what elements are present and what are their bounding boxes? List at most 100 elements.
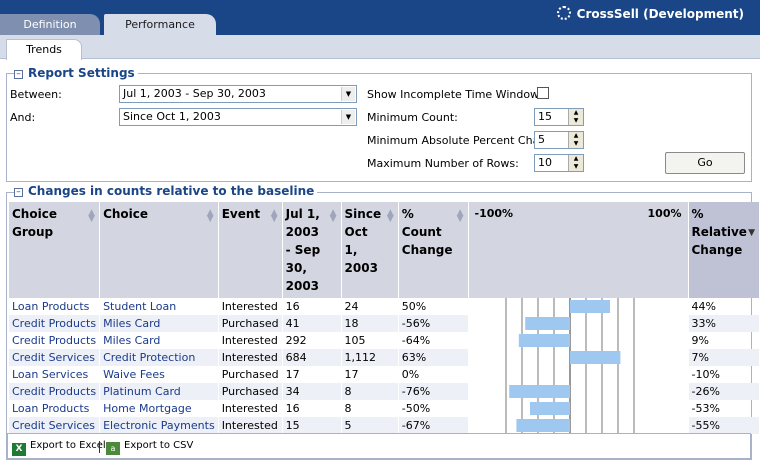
cell-period2: 24 <box>341 298 399 315</box>
cell-bar <box>468 298 689 434</box>
dropdown-arrow-icon[interactable]: ▼ <box>341 110 355 124</box>
col-choice-group[interactable]: Choice Group ▲ ▼ <box>9 202 101 298</box>
col-pct-count-label: % Count Change <box>401 207 453 257</box>
cell-choice-group[interactable]: Credit Services <box>9 417 101 434</box>
table-row: Loan Products Student Loan Interested 16 24 5… <box>9 298 760 434</box>
cell-period2: 18 <box>341 315 399 332</box>
collapse-icon[interactable]: – <box>14 70 23 79</box>
and-label: And: <box>10 111 36 124</box>
go-button[interactable]: Go <box>665 152 745 174</box>
cell-choice-group[interactable]: Credit Products <box>9 332 101 349</box>
cell-relative: -53% <box>688 400 760 417</box>
dropdown-arrow-icon[interactable]: ▼ <box>341 87 355 101</box>
export-csv-button[interactable]: a Export to CSV <box>106 440 193 455</box>
cell-relative: -26% <box>688 383 760 400</box>
sort-icon: ▲ ▼ <box>386 208 394 224</box>
cell-period1: 292 <box>282 332 342 349</box>
min-count-label: Minimum Count: <box>367 111 458 124</box>
cell-pct-count: -76% <box>398 383 469 400</box>
cell-event: Interested <box>218 332 283 349</box>
cell-choice-group[interactable]: Credit Products <box>9 383 101 400</box>
cell-choice[interactable]: Home Mortgage <box>99 400 219 417</box>
table-row: Loan Products Home Mortgage Interested 16 8-… <box>9 400 760 417</box>
cell-choice-group[interactable]: Loan Products <box>9 298 101 315</box>
col-event[interactable]: Event ▲ ▼ <box>218 202 283 298</box>
cell-event: Interested <box>218 417 283 434</box>
col-relative-label: % Relative Change <box>691 207 747 257</box>
cell-choice[interactable]: Credit Protection <box>99 349 219 366</box>
col-choice[interactable]: Choice ▲ ▼ <box>99 202 219 298</box>
min-count-input[interactable]: 15 ▲ ▼ <box>534 108 584 126</box>
cell-pct-count: -56% <box>398 315 469 332</box>
cell-period1: 684 <box>282 349 342 366</box>
col-choice-label: Choice <box>103 207 149 221</box>
sort-icon: ▲ ▼ <box>456 208 464 224</box>
cell-event: Interested <box>218 400 283 417</box>
report-settings-title: Report Settings <box>28 66 135 80</box>
pct-change-bar <box>569 351 620 364</box>
col-choice-group-label: Choice Group <box>12 207 57 239</box>
max-rows-value: 10 <box>538 156 552 169</box>
cell-choice[interactable]: Waive Fees <box>99 366 219 383</box>
table-row: Loan Services Waive Fees Purchased 17 17 0% -1… <box>9 366 760 383</box>
cell-choice[interactable]: Electronic Payments <box>99 417 219 434</box>
tab-trends[interactable]: Trends <box>6 39 82 60</box>
app-title: CrossSell (Development) <box>556 6 744 21</box>
cell-relative: 9% <box>688 332 760 349</box>
between-select[interactable]: Jul 1, 2003 - Sep 30, 2003 ▼ <box>119 85 357 103</box>
cell-choice[interactable]: Miles Card <box>99 315 219 332</box>
top-header: Definition Performance CrossSell (Develo… <box>0 0 760 36</box>
sort-desc-icon: ▼ <box>748 228 755 238</box>
cell-period1: 34 <box>282 383 342 400</box>
sort-icon: ▲ ▼ <box>206 208 214 224</box>
spinner-arrows-icon[interactable]: ▲ ▼ <box>568 109 583 125</box>
col-period1[interactable]: Jul 1, 2003 - Sep 30, 2003 ▲ ▼ <box>282 202 342 298</box>
table-row: Credit Services Electronic Payments Intere… <box>9 417 760 434</box>
tab-performance[interactable]: Performance <box>104 14 216 36</box>
cell-pct-count: -50% <box>398 400 469 417</box>
cell-choice[interactable]: Student Loan <box>99 298 219 315</box>
cell-pct-count: 50% <box>398 298 469 315</box>
cell-event: Purchased <box>218 315 283 332</box>
cell-relative: -10% <box>688 366 760 383</box>
and-select-value: Since Oct 1, 2003 <box>123 110 221 123</box>
bar-axis-min: -100% <box>474 207 514 220</box>
pct-change-bar <box>529 402 570 415</box>
col-period2[interactable]: Since Oct 1, 2003 ▲ ▼ <box>341 202 399 298</box>
cell-choice[interactable]: Miles Card <box>99 332 219 349</box>
cell-period2: 17 <box>341 366 399 383</box>
changes-title: Changes in counts relative to the baseli… <box>28 184 315 198</box>
col-relative[interactable]: % Relative Change ▼ <box>688 202 760 298</box>
cell-period2: 8 <box>341 383 399 400</box>
max-rows-input[interactable]: 10 ▲ ▼ <box>534 154 584 172</box>
and-select[interactable]: Since Oct 1, 2003 ▼ <box>119 108 357 126</box>
max-rows-label: Maximum Number of Rows: <box>367 157 519 170</box>
pct-change-bar-chart <box>505 298 634 434</box>
cell-choice[interactable]: Platinum Card <box>99 383 219 400</box>
min-abs-pct-input[interactable]: 5 ▲ ▼ <box>534 131 584 149</box>
pct-change-bar <box>518 334 570 347</box>
col-period1-label: Jul 1, 2003 - Sep 30, 2003 <box>285 207 321 293</box>
pct-change-bar <box>524 317 570 330</box>
incomplete-window-label: Show Incomplete Time Window: <box>367 88 543 101</box>
between-select-value: Jul 1, 2003 - Sep 30, 2003 <box>123 87 266 100</box>
csv-icon: a <box>106 442 120 455</box>
cell-choice-group[interactable]: Credit Products <box>9 315 101 332</box>
cell-pct-count: -67% <box>398 417 469 434</box>
pct-change-bar <box>569 300 610 313</box>
cell-choice-group[interactable]: Loan Products <box>9 400 101 417</box>
cell-relative: 7% <box>688 349 760 366</box>
export-excel-button[interactable]: X Export to Excel <box>12 440 106 456</box>
min-abs-pct-value: 5 <box>538 133 545 146</box>
spinner-arrows-icon[interactable]: ▲ ▼ <box>568 132 583 148</box>
bar-axis-max: 100% <box>647 207 682 220</box>
incomplete-window-checkbox[interactable] <box>537 87 549 99</box>
spinner-arrows-icon[interactable]: ▲ ▼ <box>568 155 583 171</box>
col-pct-count[interactable]: % Count Change ▲ ▼ <box>398 202 469 298</box>
cell-choice-group[interactable]: Credit Services <box>9 349 101 366</box>
collapse-icon[interactable]: – <box>14 188 23 197</box>
report-settings-heading: – Report Settings <box>14 66 138 80</box>
cell-choice-group[interactable]: Loan Services <box>9 366 101 383</box>
tab-definition[interactable]: Definition <box>0 14 100 36</box>
cell-event: Interested <box>218 298 283 315</box>
